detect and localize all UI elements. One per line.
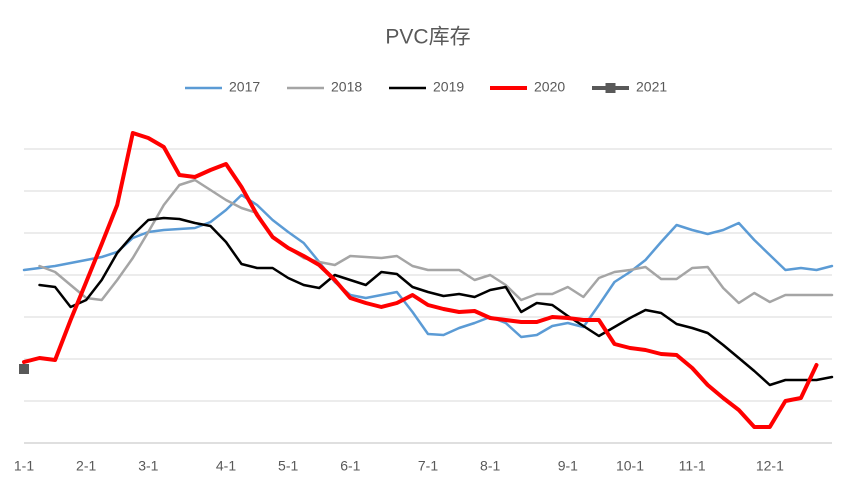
legend-label: 2021 [636,79,667,95]
legend-label: 2020 [534,79,565,95]
x-tick-label: 2-1 [76,458,96,474]
x-tick-label: 11-1 [679,458,706,474]
legend-label: 2019 [433,79,464,95]
series-line [38,178,834,305]
x-tick-label: 5-1 [278,458,298,474]
x-tick-label: 7-1 [418,458,438,474]
point-marker [19,364,29,374]
chart-title: PVC库存 [385,26,470,49]
series-line [22,131,819,429]
x-tick-label: 1-1 [14,458,34,474]
x-tick-label: 6-1 [340,458,360,474]
x-tick-label: 8-1 [480,458,500,474]
x-tick-label: 4-1 [216,458,236,474]
legend-label: 2018 [331,79,362,95]
x-tick-label: 3-1 [138,458,158,474]
x-tick-label: 10-1 [616,458,644,474]
series-line [38,216,834,387]
legend-marker [605,83,616,93]
legend-label: 2017 [229,79,260,95]
series-line [22,193,834,339]
x-tick-label: 12-1 [756,458,784,474]
x-tick-label: 9-1 [558,458,578,474]
